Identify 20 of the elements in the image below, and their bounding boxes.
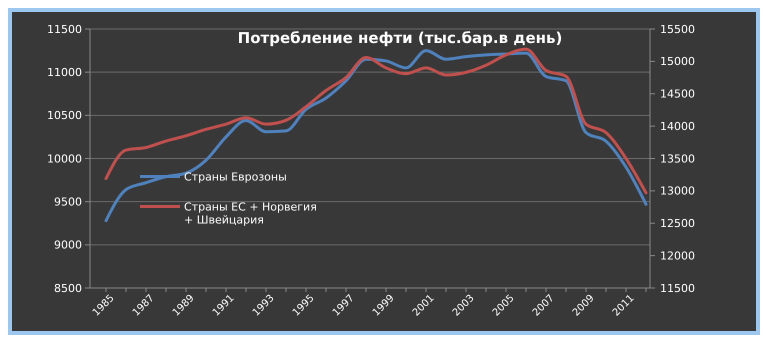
- y-tick-label: 10000: [47, 152, 82, 166]
- y-tick-label: 8500: [54, 282, 82, 295]
- y2-tick-label: 15000: [660, 55, 695, 68]
- y2-tick-label: 13500: [660, 152, 695, 166]
- y2-tick-label: 12500: [660, 217, 695, 230]
- y2-tick-label: 14000: [660, 120, 695, 133]
- y2-tick-label: 12000: [660, 249, 695, 262]
- legend-label: Страны ЕС + Норвегия + Швейцария: [184, 200, 317, 227]
- y-tick-label: 10500: [47, 109, 82, 122]
- y-tick-label: 9000: [54, 238, 82, 252]
- y-tick-label: 9500: [54, 196, 82, 209]
- y2-tick-label: 11500: [660, 282, 695, 295]
- y-tick-label: 11000: [47, 66, 82, 80]
- legend-label: Страны Еврозоны: [184, 170, 287, 184]
- y2-tick-label: 15500: [660, 22, 695, 36]
- chart-title: Потребление нефти (тыс.бар.в день): [238, 29, 562, 47]
- y2-tick-label: 14500: [660, 88, 695, 101]
- line-series: [104, 48, 648, 194]
- y-tick-label: 11500: [47, 22, 82, 36]
- y2-tick-label: 13000: [660, 184, 695, 198]
